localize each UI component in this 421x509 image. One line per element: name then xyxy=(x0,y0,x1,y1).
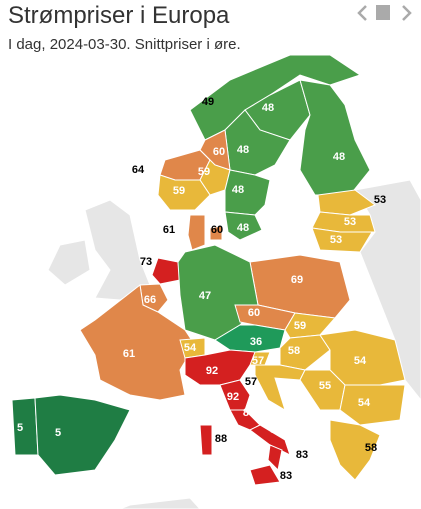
price-label: 59 xyxy=(173,185,185,197)
price-label: 92 xyxy=(206,365,218,377)
region xyxy=(329,419,381,481)
region xyxy=(249,464,281,486)
region xyxy=(79,284,196,401)
price-label: 60 xyxy=(211,224,223,236)
price-label: 53 xyxy=(374,194,386,206)
subtitle: I dag, 2024-03-30. Snittpriser i øre. xyxy=(8,36,241,53)
price-label: 48 xyxy=(333,151,345,163)
region xyxy=(254,364,306,412)
price-label: 36 xyxy=(250,336,262,348)
calendar-button[interactable] xyxy=(376,5,390,20)
price-label: 69 xyxy=(291,274,303,286)
price-label: 83 xyxy=(270,424,282,436)
region xyxy=(317,189,377,216)
region xyxy=(284,312,337,339)
region xyxy=(339,384,406,426)
region xyxy=(157,174,211,211)
nav xyxy=(357,5,412,21)
price-label: 64 xyxy=(132,164,145,176)
region xyxy=(224,169,271,216)
region xyxy=(34,394,131,476)
price-label: 59 xyxy=(198,166,210,178)
region xyxy=(224,211,263,241)
region xyxy=(11,397,39,456)
region xyxy=(299,79,371,196)
prev-button[interactable] xyxy=(357,5,367,21)
price-label: 47 xyxy=(199,290,211,302)
price-label: 54 xyxy=(354,355,367,367)
price-label: 60 xyxy=(213,146,225,158)
price-label: 55 xyxy=(319,380,331,392)
price-label: 53 xyxy=(344,216,356,228)
price-label: 83 xyxy=(296,449,308,461)
price-label: 58 xyxy=(365,442,377,454)
price-label: 59 xyxy=(294,320,306,332)
price-label: 5 xyxy=(55,427,61,439)
price-label: 53 xyxy=(330,234,342,246)
price-label: 57 xyxy=(245,376,257,388)
region xyxy=(151,257,181,285)
price-label: 48 xyxy=(237,144,249,156)
price-label: 58 xyxy=(288,345,300,357)
price-label: 48 xyxy=(237,222,249,234)
regions xyxy=(11,54,406,486)
price-label: 83 xyxy=(280,470,292,482)
region xyxy=(187,214,206,251)
price-label: 61 xyxy=(163,224,175,236)
next-button[interactable] xyxy=(402,5,412,21)
region xyxy=(209,225,223,241)
price-label: 88 xyxy=(215,433,227,445)
price-label: 60 xyxy=(248,307,260,319)
region xyxy=(199,424,213,456)
title: Strømpriser i Europa xyxy=(8,2,230,29)
region xyxy=(311,227,373,253)
price-label: 88 xyxy=(243,407,255,419)
price-label: 61 xyxy=(123,348,135,360)
price-label: 57 xyxy=(252,355,264,367)
region xyxy=(249,424,291,456)
price-label: 66 xyxy=(144,294,156,306)
price-label: 48 xyxy=(232,184,244,196)
price-label: 73 xyxy=(140,256,152,268)
region xyxy=(219,379,251,411)
price-label: 92 xyxy=(227,391,239,403)
region xyxy=(199,149,231,196)
price-label: 48 xyxy=(262,102,274,114)
region xyxy=(184,349,256,386)
price-label: 49 xyxy=(202,96,214,108)
region xyxy=(267,444,283,472)
price-label: 54 xyxy=(358,397,371,409)
price-label: 54 xyxy=(184,342,197,354)
price-label: 5 xyxy=(17,422,23,434)
